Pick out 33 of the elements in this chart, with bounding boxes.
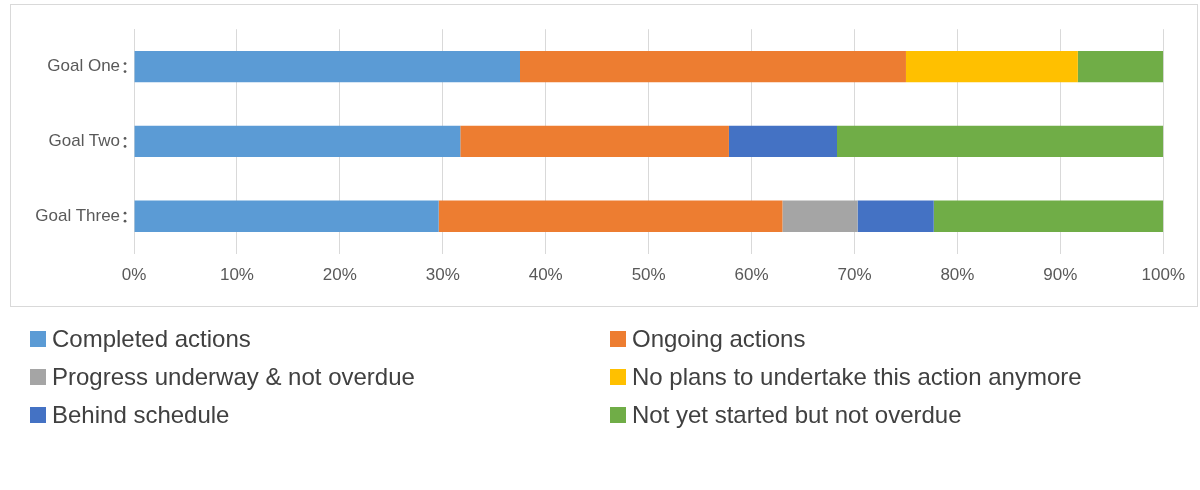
bar: [134, 200, 439, 232]
x-tick-label: 50%: [631, 265, 666, 285]
legend-label: Behind schedule: [52, 401, 230, 429]
legend-label: Completed actions: [52, 325, 251, 353]
x-tick-label: 20%: [322, 265, 357, 285]
bar: [782, 200, 858, 232]
x-tick-label: 0%: [121, 265, 147, 285]
legend-label: Progress underway & not overdue: [52, 363, 415, 391]
bar: [520, 50, 906, 83]
x-tick-label: 30%: [425, 265, 460, 285]
y-tick-label: Goal Three: [35, 205, 121, 225]
bar: [134, 50, 520, 83]
x-tick-label: 70%: [837, 265, 872, 285]
legend-label: Not yet started but not overdue: [632, 401, 962, 429]
x-tick-label: 80%: [940, 265, 975, 285]
y-tick-label: Goal Two: [48, 131, 121, 151]
x-tick-label: 60%: [734, 265, 769, 285]
bar: [857, 200, 934, 232]
bar: [134, 125, 461, 158]
x-tick-label: 90%: [1043, 265, 1078, 285]
bar: [438, 200, 783, 232]
bar: [905, 50, 1078, 83]
x-tick-label: 100%: [1141, 265, 1185, 285]
x-tick-label: 40%: [528, 265, 563, 285]
y-tick-label: Goal One: [47, 56, 121, 76]
bar: [837, 125, 1164, 158]
bar: [460, 125, 729, 158]
bar: [1077, 50, 1164, 83]
bar: [728, 125, 837, 158]
x-tick-label: 10%: [219, 265, 254, 285]
bar: [933, 200, 1164, 232]
legend-label: No plans to undertake this action anymore: [632, 363, 1082, 391]
legend-label: Ongoing actions: [632, 325, 806, 353]
